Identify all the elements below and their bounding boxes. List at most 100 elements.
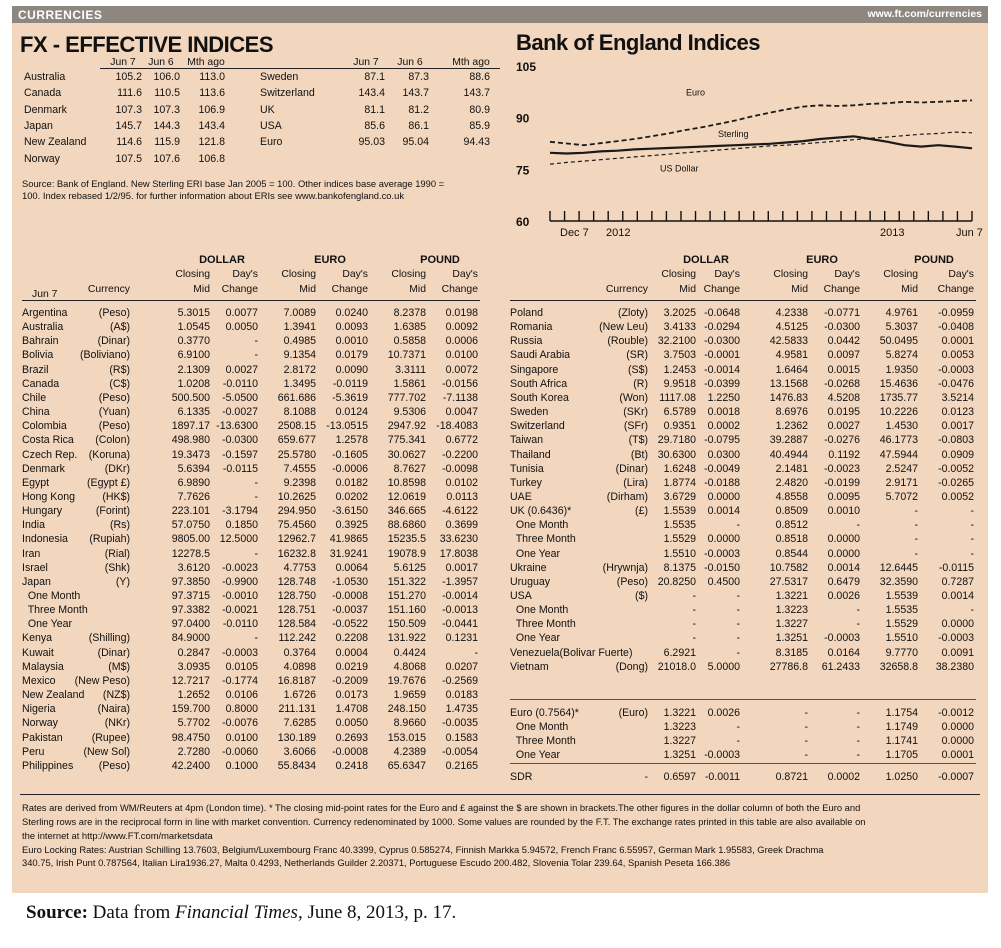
- row-value: -0.0014: [704, 363, 740, 376]
- row-country: One Year: [510, 749, 561, 762]
- row-value: 6.9890: [177, 476, 210, 489]
- row-value: -0.0110: [222, 377, 258, 390]
- row-value: 55.8434: [277, 759, 316, 772]
- row-value: 128.584: [277, 618, 316, 631]
- row-value: 0.0195: [827, 406, 860, 419]
- col-header: Closing: [883, 269, 918, 280]
- fx-value: 81.1: [364, 103, 385, 116]
- row-value: 0.0240: [335, 307, 368, 319]
- row-value: 1.3251: [775, 632, 808, 645]
- row-value: -0.0399: [704, 377, 740, 390]
- row-value: 2947.92: [387, 420, 426, 433]
- fx-value: 105.2: [115, 71, 142, 83]
- row-currency: (Won): [619, 391, 648, 404]
- row-value: 97.3382: [171, 604, 210, 617]
- row-value: -7.1138: [442, 391, 478, 404]
- row-value: -: [804, 707, 808, 719]
- row-currency: (Rouble): [607, 335, 648, 348]
- row-value: -: [254, 349, 258, 362]
- row-value: 0.0052: [941, 490, 974, 503]
- row-value: 5.6125: [393, 561, 426, 574]
- row-value: 5.3015: [177, 307, 210, 319]
- row-value: 0.0909: [941, 448, 974, 461]
- row-value: 0.7287: [941, 575, 974, 588]
- row-value: 1.3941: [283, 321, 316, 334]
- row-value: 61.2433: [821, 660, 860, 673]
- col-header: Day's: [714, 269, 740, 280]
- row-value: 3.6120: [177, 561, 210, 574]
- row-country: Chile: [22, 391, 47, 404]
- row-value: 0.0123: [941, 406, 974, 419]
- section-title: CURRENCIES: [18, 8, 103, 22]
- col-header: Mid: [193, 284, 210, 295]
- row-value: 0.0014: [941, 590, 974, 602]
- row-currency: (SFr): [623, 420, 648, 433]
- row-value: 9.7770: [885, 646, 918, 659]
- col-header: Closing: [281, 269, 316, 280]
- row-country: One Month: [510, 721, 569, 734]
- row-country: SDR: [510, 771, 533, 783]
- row-value: 1.3495: [283, 377, 316, 390]
- row-value: -0.0021: [222, 604, 258, 617]
- row-value: 0.5858: [393, 335, 426, 348]
- row-value: -0.0098: [442, 462, 478, 475]
- row-value: 10.2226: [879, 406, 918, 419]
- row-value: 1.3223: [775, 604, 808, 617]
- row-country: Japan: [22, 575, 51, 588]
- row-country: Brazil: [22, 363, 49, 376]
- row-currency: (A$): [109, 321, 130, 334]
- table-header-rule: [22, 300, 480, 301]
- row-value: 1.5539: [663, 505, 696, 518]
- row-country: Poland: [510, 307, 543, 319]
- row-value: -0.0037: [332, 604, 368, 617]
- row-value: 1.6726: [283, 689, 316, 702]
- row-value: 777.702: [387, 391, 426, 404]
- row-currency: (Forint): [95, 505, 130, 518]
- row-country: China: [22, 406, 50, 419]
- fx-country: Norway: [24, 152, 60, 165]
- col-header: Closing: [661, 269, 696, 280]
- row-value: 8.1088: [283, 406, 316, 419]
- row-value: -0.0003: [704, 749, 740, 762]
- row-value: -: [736, 618, 740, 631]
- row-value: 5.7072: [885, 490, 918, 503]
- row-currency: (Shilling): [88, 632, 130, 645]
- row-value: 346.665: [387, 505, 426, 518]
- row-value: -0.1605: [332, 448, 368, 461]
- row-value: 0.0017: [941, 420, 974, 433]
- row-value: 19.7676: [387, 674, 426, 687]
- row-value: 4.8068: [393, 660, 426, 673]
- row-value: 32658.8: [879, 660, 918, 673]
- fx-col-header: Mth ago: [187, 57, 225, 68]
- row-value: 98.4750: [171, 731, 210, 744]
- row-currency: (Koruna): [88, 448, 130, 461]
- row-value: 2.5247: [885, 462, 918, 475]
- row-currency: (Yuan): [98, 406, 130, 419]
- row-value: 7.0089: [283, 307, 316, 319]
- row-value: -0.0003: [222, 646, 258, 659]
- row-value: 3.7503: [663, 349, 696, 362]
- row-value: 0.2693: [335, 731, 368, 744]
- row-country: South Korea: [510, 391, 569, 404]
- group-header: EURO: [806, 254, 838, 266]
- row-currency: (SKr): [623, 406, 648, 419]
- row-country: New Zealand: [22, 689, 85, 702]
- row-value: 0.8509: [775, 505, 808, 518]
- row-value: -0.0076: [222, 717, 258, 730]
- fx-value: 107.5: [115, 152, 142, 165]
- row-value: 0.0018: [707, 406, 740, 419]
- fx-col-header: Jun 6: [148, 57, 174, 68]
- fx-value: 144.3: [153, 119, 180, 132]
- row-value: 4.9581: [775, 349, 808, 362]
- row-currency: (Peso): [98, 420, 130, 433]
- row-value: -3.6150: [332, 505, 368, 518]
- row-value: 97.3850: [171, 575, 210, 588]
- row-currency: (Rial): [104, 547, 130, 560]
- row-value: -: [856, 604, 860, 617]
- row-value: 0.0124: [335, 406, 368, 419]
- row-value: 1476.83: [769, 391, 808, 404]
- y-tick-label: 105: [516, 60, 536, 74]
- row-value: 3.5214: [941, 391, 974, 404]
- row-country: Philippines: [22, 759, 74, 772]
- row-value: 500.500: [171, 391, 210, 404]
